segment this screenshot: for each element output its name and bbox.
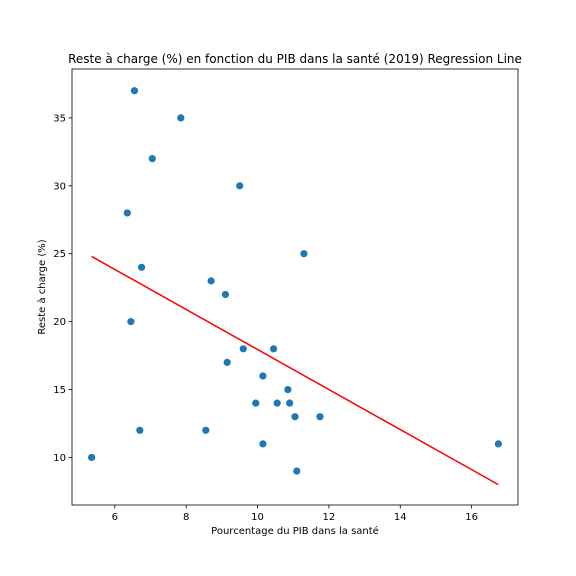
data-point-1: [88, 453, 96, 462]
x-tick-label-14: 14: [394, 512, 407, 523]
ticks-layer: 6 8 10 12 14 16 10 15 20 25 30 35: [53, 113, 478, 523]
data-point-18: [269, 345, 278, 353]
data-point-14: [239, 345, 247, 353]
y-tick-label-35: 35: [53, 113, 66, 124]
data-point-2: [123, 209, 131, 217]
y-tick-label-15: 15: [53, 385, 66, 396]
data-point-20: [284, 385, 292, 394]
x-axis-label: Pourcentage du PIB dans la santé: [211, 525, 379, 537]
data-point-22: [291, 413, 299, 421]
data-point-26: [494, 440, 502, 448]
plot-frame: [71, 68, 519, 506]
data-point-4: [130, 87, 139, 95]
y-axis-label: Reste à charge (%): [36, 239, 48, 334]
x-tick-label-6: 6: [112, 512, 118, 523]
plot-layer: [88, 87, 502, 486]
data-point-24: [300, 250, 308, 258]
data-point-17: [259, 440, 267, 448]
data-point-9: [202, 426, 210, 434]
data-point-15: [252, 399, 260, 407]
data-point-7: [148, 155, 156, 163]
x-tick-label-10: 10: [251, 512, 264, 523]
data-point-19: [273, 399, 281, 407]
data-point-11: [221, 290, 230, 299]
data-point-12: [223, 358, 231, 366]
chart-title: Reste à charge (%) en fonction du PIB da…: [68, 52, 522, 66]
data-point-5: [136, 426, 144, 434]
data-point-8: [177, 114, 185, 122]
data-point-10: [207, 277, 215, 285]
data-point-13: [236, 182, 244, 190]
regression-line: [91, 255, 499, 486]
data-point-25: [316, 413, 324, 421]
data-point-21: [286, 399, 294, 407]
data-point-16: [259, 372, 267, 380]
x-tick-label-12: 12: [323, 512, 336, 523]
y-tick-label-25: 25: [53, 249, 66, 260]
x-tick-label-16: 16: [465, 512, 478, 523]
data-point-23: [293, 467, 301, 475]
y-tick-label-10: 10: [53, 453, 66, 464]
data-point-6: [137, 263, 146, 271]
y-tick-label-20: 20: [53, 317, 66, 328]
x-tick-label-8: 8: [183, 512, 189, 523]
data-point-3: [127, 318, 135, 326]
y-tick-label-30: 30: [53, 181, 66, 192]
